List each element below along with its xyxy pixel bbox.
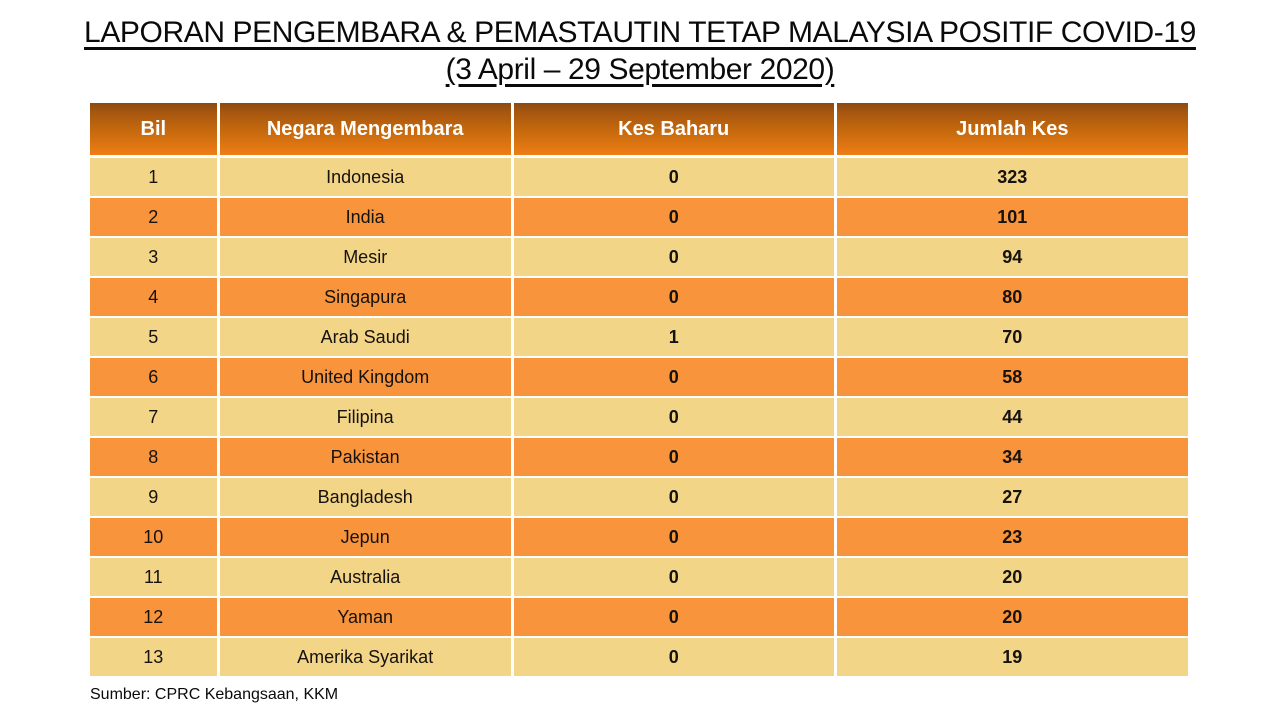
cell-kes-baharu: 0 bbox=[513, 596, 837, 636]
cell-jumlah-kes: 27 bbox=[836, 476, 1188, 516]
cell-jumlah-kes: 94 bbox=[836, 236, 1188, 276]
table-row: 7 Filipina 0 44 bbox=[90, 396, 1188, 436]
table-row: 4 Singapura 0 80 bbox=[90, 276, 1188, 316]
cell-jumlah-kes: 70 bbox=[836, 316, 1188, 356]
cell-bil: 10 bbox=[90, 516, 220, 556]
source-note: Sumber: CPRC Kebangsaan, KKM bbox=[90, 686, 339, 703]
cell-jumlah-kes: 23 bbox=[836, 516, 1188, 556]
covid-cases-table: Bil Negara Mengembara Kes Baharu Jumlah … bbox=[90, 103, 1188, 676]
cell-bil: 4 bbox=[90, 276, 220, 316]
cell-negara: Jepun bbox=[219, 516, 514, 556]
col-header-jumlah-kes: Jumlah Kes bbox=[836, 103, 1188, 155]
cell-negara: Arab Saudi bbox=[219, 316, 514, 356]
table-row: 2 India 0 101 bbox=[90, 196, 1188, 236]
title-line-2: (3 April – 29 September 2020) bbox=[445, 53, 835, 86]
cell-kes-baharu: 0 bbox=[513, 396, 837, 436]
cell-negara: Filipina bbox=[219, 396, 514, 436]
cell-jumlah-kes: 19 bbox=[836, 636, 1188, 676]
title-line-1: LAPORAN PENGEMBARA & PEMASTAUTIN TETAP M… bbox=[84, 16, 1196, 49]
cell-bil: 1 bbox=[90, 155, 220, 196]
col-header-kes-baharu: Kes Baharu bbox=[513, 103, 837, 155]
cell-jumlah-kes: 44 bbox=[836, 396, 1188, 436]
cell-jumlah-kes: 20 bbox=[836, 596, 1188, 636]
cell-kes-baharu: 0 bbox=[513, 196, 837, 236]
cell-negara: Amerika Syarikat bbox=[219, 636, 514, 676]
cell-bil: 3 bbox=[90, 236, 220, 276]
cell-bil: 8 bbox=[90, 436, 220, 476]
table-row: 13 Amerika Syarikat 0 19 bbox=[90, 636, 1188, 676]
cell-bil: 13 bbox=[90, 636, 220, 676]
cell-kes-baharu: 0 bbox=[513, 155, 837, 196]
cell-negara: Australia bbox=[219, 556, 514, 596]
cell-kes-baharu: 0 bbox=[513, 436, 837, 476]
cell-negara: Yaman bbox=[219, 596, 514, 636]
cell-jumlah-kes: 323 bbox=[836, 155, 1188, 196]
cell-bil: 2 bbox=[90, 196, 220, 236]
page-title: LAPORAN PENGEMBARA & PEMASTAUTIN TETAP M… bbox=[0, 14, 1280, 88]
cell-negara: Indonesia bbox=[219, 155, 514, 196]
cell-negara: Bangladesh bbox=[219, 476, 514, 516]
cell-kes-baharu: 0 bbox=[513, 556, 837, 596]
table-row: 12 Yaman 0 20 bbox=[90, 596, 1188, 636]
table-row: 6 United Kingdom 0 58 bbox=[90, 356, 1188, 396]
table-row: 5 Arab Saudi 1 70 bbox=[90, 316, 1188, 356]
table-row: 8 Pakistan 0 34 bbox=[90, 436, 1188, 476]
cell-negara: Mesir bbox=[219, 236, 514, 276]
cell-bil: 5 bbox=[90, 316, 220, 356]
table-row: 11 Australia 0 20 bbox=[90, 556, 1188, 596]
cell-bil: 7 bbox=[90, 396, 220, 436]
cell-jumlah-kes: 58 bbox=[836, 356, 1188, 396]
cell-kes-baharu: 0 bbox=[513, 476, 837, 516]
cell-jumlah-kes: 101 bbox=[836, 196, 1188, 236]
cell-bil: 11 bbox=[90, 556, 220, 596]
cell-kes-baharu: 1 bbox=[513, 316, 837, 356]
table-row: 10 Jepun 0 23 bbox=[90, 516, 1188, 556]
cell-kes-baharu: 0 bbox=[513, 356, 837, 396]
table-row: 9 Bangladesh 0 27 bbox=[90, 476, 1188, 516]
col-header-negara-mengembara: Negara Mengembara bbox=[219, 103, 514, 155]
cell-negara: India bbox=[219, 196, 514, 236]
table-row: 1 Indonesia 0 323 bbox=[90, 155, 1188, 196]
cell-bil: 12 bbox=[90, 596, 220, 636]
cell-bil: 6 bbox=[90, 356, 220, 396]
cell-kes-baharu: 0 bbox=[513, 236, 837, 276]
cell-negara: United Kingdom bbox=[219, 356, 514, 396]
cell-jumlah-kes: 20 bbox=[836, 556, 1188, 596]
cell-bil: 9 bbox=[90, 476, 220, 516]
cell-negara: Singapura bbox=[219, 276, 514, 316]
cell-kes-baharu: 0 bbox=[513, 516, 837, 556]
table-body: 1 Indonesia 0 323 2 India 0 101 3 Mesir 0 94 4 Singap… bbox=[90, 155, 1188, 676]
cell-kes-baharu: 0 bbox=[513, 636, 837, 676]
cell-negara: Pakistan bbox=[219, 436, 514, 476]
table-header-row: Bil Negara Mengembara Kes Baharu Jumlah … bbox=[90, 103, 1188, 155]
cell-jumlah-kes: 34 bbox=[836, 436, 1188, 476]
col-header-bil: Bil bbox=[90, 103, 220, 155]
cell-jumlah-kes: 80 bbox=[836, 276, 1188, 316]
cell-kes-baharu: 0 bbox=[513, 276, 837, 316]
table-row: 3 Mesir 0 94 bbox=[90, 236, 1188, 276]
